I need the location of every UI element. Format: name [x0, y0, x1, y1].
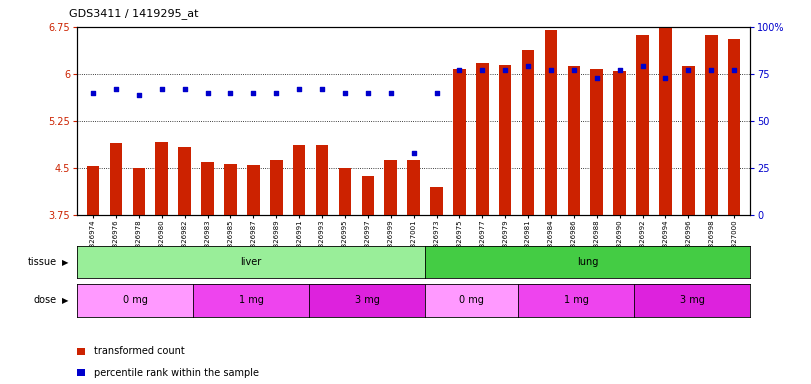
Text: ▶: ▶: [62, 258, 69, 266]
Bar: [453, 69, 466, 215]
Bar: [545, 30, 557, 215]
Text: 3 mg: 3 mg: [680, 295, 705, 306]
Bar: [499, 65, 512, 215]
Bar: [705, 35, 718, 215]
Point: [270, 90, 283, 96]
Text: GDS3411 / 1419295_at: GDS3411 / 1419295_at: [69, 8, 199, 19]
Point: [155, 86, 168, 92]
Point: [476, 67, 489, 73]
Bar: [362, 175, 374, 215]
Bar: [407, 161, 420, 215]
Point: [109, 86, 122, 92]
Point: [453, 67, 466, 73]
Text: lung: lung: [577, 257, 599, 267]
Bar: [613, 71, 626, 215]
Bar: [201, 162, 214, 215]
Text: 1 mg: 1 mg: [564, 295, 589, 306]
Bar: [315, 145, 328, 215]
Bar: [132, 168, 145, 215]
Point: [544, 67, 557, 73]
Point: [224, 90, 237, 96]
Point: [178, 86, 191, 92]
Point: [430, 90, 443, 96]
Text: 1 mg: 1 mg: [238, 295, 264, 306]
Point: [362, 90, 375, 96]
Bar: [568, 66, 580, 215]
Bar: [109, 143, 122, 215]
Point: [568, 67, 581, 73]
Bar: [293, 145, 306, 215]
Bar: [178, 147, 191, 215]
Point: [315, 86, 328, 92]
Point: [384, 90, 397, 96]
Bar: [87, 166, 100, 215]
Point: [247, 90, 260, 96]
Text: tissue: tissue: [28, 257, 57, 267]
Bar: [339, 168, 351, 215]
Point: [727, 67, 740, 73]
Text: ▶: ▶: [62, 296, 69, 305]
Bar: [727, 40, 740, 215]
Text: percentile rank within the sample: percentile rank within the sample: [94, 367, 260, 377]
Bar: [682, 66, 695, 215]
Bar: [637, 35, 649, 215]
Point: [682, 67, 695, 73]
Point: [293, 86, 306, 92]
Text: 0 mg: 0 mg: [459, 295, 484, 306]
Bar: [224, 164, 237, 215]
Text: dose: dose: [33, 295, 57, 306]
Bar: [247, 165, 260, 215]
Point: [499, 67, 512, 73]
Bar: [521, 50, 534, 215]
Bar: [430, 187, 443, 215]
Bar: [659, 17, 672, 215]
Point: [132, 91, 145, 98]
Point: [705, 67, 718, 73]
Point: [636, 63, 649, 70]
Point: [521, 63, 534, 70]
Bar: [270, 161, 282, 215]
Bar: [590, 69, 603, 215]
Text: 0 mg: 0 mg: [122, 295, 148, 306]
Text: 3 mg: 3 mg: [354, 295, 380, 306]
Bar: [384, 161, 397, 215]
Point: [613, 67, 626, 73]
Bar: [156, 142, 168, 215]
Point: [338, 90, 351, 96]
Point: [590, 74, 603, 81]
Bar: [476, 63, 488, 215]
Point: [87, 90, 100, 96]
Text: transformed count: transformed count: [94, 346, 185, 356]
Point: [659, 74, 672, 81]
Text: liver: liver: [241, 257, 262, 267]
Point: [407, 150, 420, 156]
Point: [201, 90, 214, 96]
